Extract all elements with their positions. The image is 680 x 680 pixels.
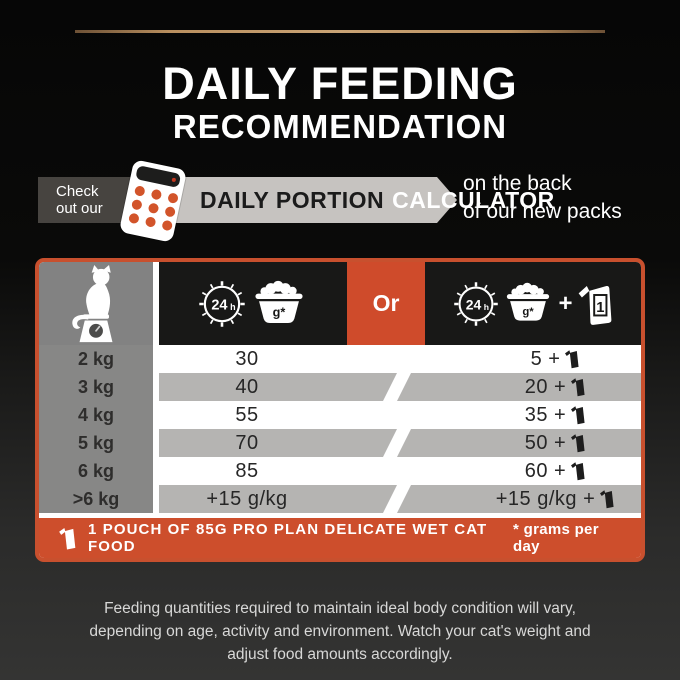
pouch-icon: 1 <box>578 285 611 325</box>
table-row: 4 kg 55 35 + <box>39 401 641 429</box>
header-cell-dry-plus-pouch: 24 h g* + 1 <box>425 262 641 345</box>
food-bowl-icon: g* <box>507 282 550 321</box>
row-stripe <box>397 429 641 457</box>
row-dry-value: 85 <box>235 459 259 482</box>
feeding-table-header: 24 h g* Or <box>39 262 641 345</box>
banner-intro-line1: Check <box>56 183 99 200</box>
pouch-icon <box>600 490 614 509</box>
portion-calculator-banner: Check out our DAILY PORTION CALCULATOR <box>38 159 554 243</box>
svg-text:h: h <box>230 302 236 312</box>
svg-text:1: 1 <box>596 299 604 315</box>
header-cell-or: Or <box>347 262 425 345</box>
row-combo-value: 20 + <box>469 373 641 401</box>
row-dry-value: 55 <box>235 403 259 426</box>
page-title-line2: RECOMMENDATION <box>172 108 508 145</box>
disclaimer-line2: depending on age, activity and environme… <box>89 623 591 640</box>
row-stripe <box>159 485 397 513</box>
row-stripe <box>159 373 397 401</box>
svg-text:h: h <box>484 301 489 311</box>
header-cell-dry-only: 24 h g* <box>159 262 347 345</box>
cat-on-scale-icon <box>72 264 113 342</box>
page-title-line1: DAILY FEEDING <box>162 58 518 109</box>
table-row: 2 kg 30 5 + <box>39 345 641 373</box>
table-footnote-bar: 1 POUCH OF 85G PRO PLAN DELICATE WET CAT… <box>39 518 641 558</box>
banner-right-text: on the back of our new packs <box>463 170 622 226</box>
banner-right-line1: on the back <box>463 172 572 195</box>
row-combo-value: 5 + <box>469 345 641 373</box>
pouch-icon <box>565 350 579 369</box>
table-row: 6 kg 85 60 + <box>39 457 641 485</box>
row-weight: >6 kg <box>39 485 153 513</box>
svg-text:24: 24 <box>466 296 482 312</box>
portion-calculator-label: DAILY PORTION CALCULATOR <box>200 177 555 223</box>
24h-clock-icon: 24 h <box>199 280 245 327</box>
label-daily-portion: DAILY PORTION <box>200 186 385 213</box>
row-dry-value: 70 <box>235 431 259 454</box>
gold-divider-line <box>75 30 605 33</box>
svg-text:g*: g* <box>273 305 286 319</box>
24h-clock-icon: 24 h <box>454 281 499 326</box>
feeding-table: 24 h g* Or <box>35 258 645 562</box>
row-stripe <box>397 373 641 401</box>
row-combo-value: 60 + <box>469 457 641 485</box>
row-weight: 5 kg <box>39 429 153 457</box>
grams-per-day-note: * grams per day <box>513 521 599 555</box>
pouch-icon <box>571 378 585 397</box>
banner-right-line2: of our new packs <box>463 200 622 223</box>
row-stripe <box>159 429 397 457</box>
banner-arrow-tip <box>437 177 457 223</box>
svg-text:g*: g* <box>523 306 535 318</box>
header-gap <box>153 262 159 345</box>
table-row: 3 kg 40 20 + <box>39 373 641 401</box>
row-weight: 6 kg <box>39 457 153 485</box>
plus-sign: + <box>558 289 573 317</box>
row-dry-value: +15 g/kg <box>206 487 288 510</box>
disclaimer-line3: adjust food amounts accordingly. <box>227 646 453 663</box>
row-dry-value: 40 <box>235 375 259 398</box>
footnote-text: 1 POUCH OF 85G PRO PLAN DELICATE WET CAT… <box>88 521 488 555</box>
table-row: >6 kg +15 g/kg +15 g/kg + <box>39 485 641 513</box>
food-bowl-icon: g* <box>255 280 303 323</box>
disclaimer-text: Feeding quantities required to maintain … <box>40 597 640 666</box>
calculator-icon <box>118 159 188 243</box>
table-row: 5 kg 70 50 + <box>39 429 641 457</box>
pouch-icon <box>571 434 585 453</box>
calculator-power-dot <box>171 177 177 183</box>
row-weight: 4 kg <box>39 401 153 429</box>
row-stripe <box>397 485 641 513</box>
svg-text:24: 24 <box>211 297 228 313</box>
banner-intro-text: Check out our <box>56 183 103 217</box>
pouch-icon <box>59 527 76 549</box>
banner-intro-line2: out our <box>56 200 103 217</box>
row-combo-value: 50 + <box>469 429 641 457</box>
table-bottom-strip <box>39 513 641 518</box>
header-cell-cat-weight <box>39 262 153 345</box>
row-weight: 3 kg <box>39 373 153 401</box>
row-combo-value: 35 + <box>469 401 641 429</box>
label-calculator: CALCULATOR <box>392 186 555 213</box>
pouch-icon <box>571 406 585 425</box>
disclaimer-line1: Feeding quantities required to maintain … <box>104 600 576 617</box>
pouch-icon <box>571 462 585 481</box>
row-combo-value: +15 g/kg + <box>469 485 641 513</box>
banner-light-segment <box>160 177 437 223</box>
row-weight: 2 kg <box>39 345 153 373</box>
row-dry-value: 30 <box>235 347 259 370</box>
